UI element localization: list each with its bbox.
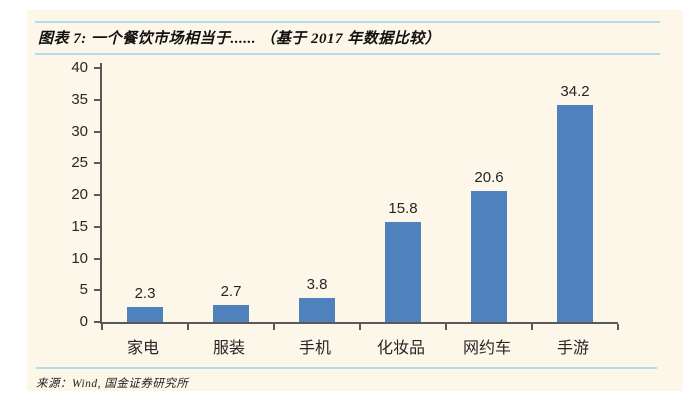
bar [385,221,421,322]
y-axis: 0 5 10 15 20 25 30 35 40 [43,10,88,340]
x-tick-mark [186,324,189,330]
bar-value-label: 34.2 [560,82,590,100]
y-tick-label: 10 [71,249,88,267]
y-tick-mark [94,194,100,196]
y-tick-label: 5 [79,281,88,299]
bar-value-label: 2.3 [134,285,156,303]
y-tick-mark [94,321,100,323]
x-tick-mark [359,324,361,330]
y-tick-mark [94,67,100,69]
bar-value-label: 3.8 [306,275,328,293]
y-tick-mark [94,257,100,260]
y-tick-mark [94,162,100,165]
x-tick-mark [101,324,103,330]
plot-area: 2.3 2.7 3.8 15.8 20.6 34.2 [94,63,619,330]
y-tick-label: 0 [79,313,88,330]
bar-slots: 2.3 2.7 3.8 15.8 20.6 34.2 [102,63,618,322]
y-tick-mark [94,130,100,133]
bar [557,104,593,322]
bar-value-label: 20.6 [474,169,504,187]
y-tick-label: 35 [71,90,88,108]
x-tick-mark [617,324,619,330]
y-tick-mark [94,289,100,292]
bar [127,307,163,322]
x-category-label: 化妆品 [376,340,425,357]
y-tick-label: 15 [71,217,88,235]
bar-slot: 15.8 [360,200,446,322]
figure-title-block: 图表 7: 一个餐饮市场相当于...... （基于 2017 年数据比较） [35,21,660,55]
y-tick-mark [94,225,100,228]
bar-slot: 20.6 [446,169,532,322]
bar-slot: 2.3 [102,285,188,322]
x-axis-labels: 家电 服装 手机 化妆品 网约车 手游 [100,334,616,358]
x-tick-mark [272,324,275,330]
source-text: 来源：Wind, 国金证券研究所 [36,378,189,390]
x-category-label: 服装 [212,340,245,357]
y-tick-label: 30 [71,122,88,140]
bar-value-label: 15.8 [388,199,418,217]
figure-panel: 图表 7: 一个餐饮市场相当于...... （基于 2017 年数据比较） 0 5… [27,10,683,391]
x-category-label: 手机 [298,340,331,357]
y-tick-label: 25 [71,154,88,172]
y-tick-mark [94,98,100,101]
bar-slot: 3.8 [274,276,360,322]
x-category-label: 家电 [126,340,159,357]
x-category-label: 手游 [556,340,589,357]
bar [471,191,507,322]
bar-slot: 34.2 [532,83,618,322]
bar-chart: 0 5 10 15 20 25 30 35 40 2.3 2.7 3.8 15.8 20.6 34.2 家… [27,10,683,391]
source-block: 来源：Wind, 国金证券研究所 [36,367,657,392]
bar-value-label: 2.7 [220,282,242,300]
bar [299,297,335,322]
y-tick-label: 40 [71,59,88,76]
x-category-label: 网约车 [462,340,511,357]
x-tick-mark [444,324,447,330]
bar-slot: 2.7 [188,283,274,322]
x-tick-mark [531,324,533,330]
y-tick-label: 20 [71,186,88,203]
figure-title: 图表 7: 一个餐饮市场相当于...... （基于 2017 年数据比较） [38,31,441,47]
bar [213,304,249,322]
